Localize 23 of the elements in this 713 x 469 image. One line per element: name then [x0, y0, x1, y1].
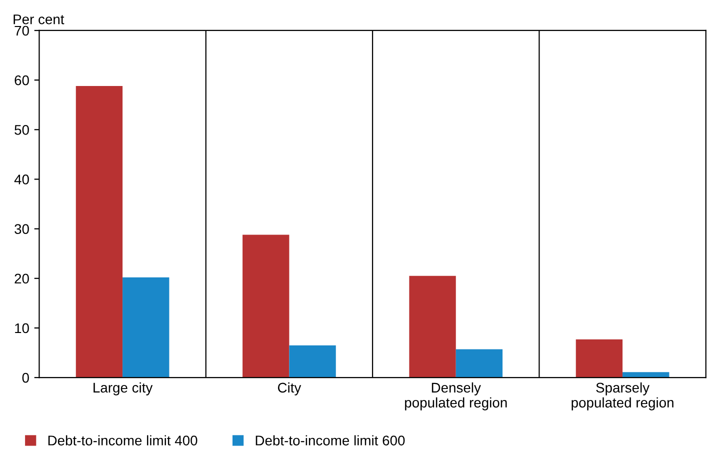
- bar: [122, 277, 170, 378]
- y-tick-label: 60: [14, 75, 29, 86]
- bar: [456, 349, 503, 378]
- bar: [76, 86, 123, 378]
- x-tick-label: Large city: [94, 382, 153, 396]
- y-tick-label: 50: [14, 124, 29, 135]
- y-tick-label: 20: [14, 274, 29, 284]
- y-tick-label: 0: [22, 372, 29, 383]
- bar: [409, 276, 456, 378]
- bar: [622, 372, 670, 378]
- y-tick-label: 30: [14, 224, 29, 234]
- y-axis-title: Per cent: [14, 14, 64, 24]
- bar: [289, 345, 336, 378]
- y-tick-label: 10: [15, 323, 29, 334]
- x-tick-label: Sparsely populated region: [572, 382, 674, 410]
- x-tick-label: Densely populated region: [405, 382, 507, 410]
- bar: [242, 234, 290, 378]
- y-tick-label: 70: [14, 26, 29, 36]
- y-tick-label: 40: [14, 174, 29, 184]
- bar: [576, 339, 623, 378]
- x-tick-label: City: [278, 382, 302, 396]
- legend-label: Debt-to-income limit 400: [48, 435, 198, 446]
- legend-label: Debt-to-income limit 600: [256, 435, 405, 446]
